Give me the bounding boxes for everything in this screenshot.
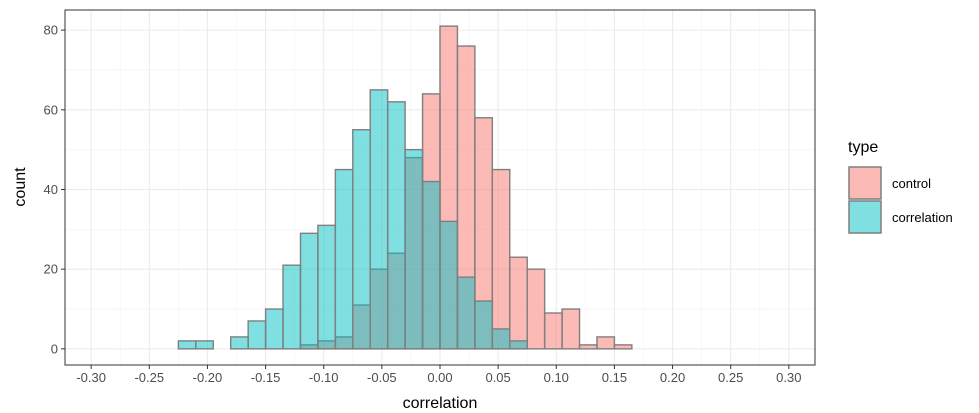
x-tick-label: 0.15	[602, 370, 627, 385]
bar-control	[596, 336, 616, 350]
bar-control	[543, 312, 563, 350]
x-tick-label: -0.25	[134, 370, 164, 385]
bar-control	[561, 308, 581, 350]
bar-correlation	[439, 220, 459, 350]
bar-control	[578, 344, 598, 350]
x-axis-ticks: -0.30 -0.25 -0.20 -0.15 -0.10 -0.05 0.00 0.05 0.…	[76, 365, 801, 385]
bar-correlation	[317, 224, 337, 350]
legend: type control correlation	[848, 139, 953, 234]
bar-control	[613, 344, 633, 350]
x-tick-label: 0.05	[485, 370, 510, 385]
bar-correlation	[247, 320, 267, 350]
bar-correlation	[456, 276, 476, 350]
x-tick-label: -0.20	[193, 370, 223, 385]
correlation-bars	[177, 89, 528, 350]
y-tick-label: 20	[44, 262, 58, 277]
bar-control	[491, 168, 511, 350]
legend-key-correlation	[848, 200, 882, 234]
x-tick-label: -0.30	[76, 370, 106, 385]
legend-item-correlation: correlation	[848, 200, 953, 234]
bar-correlation	[386, 101, 406, 350]
legend-label-correlation: correlation	[892, 210, 953, 225]
bar-correlation	[369, 89, 389, 350]
x-tick-label: 0.20	[660, 370, 685, 385]
bar-control	[509, 256, 528, 350]
x-tick-label: 0.00	[427, 370, 452, 385]
x-tick-label: -0.05	[367, 370, 397, 385]
bar-correlation	[177, 340, 197, 350]
x-axis-title: correlation	[403, 395, 478, 412]
legend-key-control	[848, 166, 882, 200]
x-tick-label: 0.30	[776, 370, 801, 385]
y-tick-label: 80	[44, 23, 58, 38]
bar-correlation	[264, 308, 284, 350]
x-tick-label: 0.25	[718, 370, 743, 385]
bar-correlation	[474, 300, 494, 350]
bar-correlation	[421, 180, 441, 350]
bar-correlation	[299, 232, 319, 350]
legend-label-control: control	[892, 176, 931, 191]
bar-control	[526, 268, 546, 350]
bar-correlation	[352, 129, 371, 350]
x-tick-label: -0.10	[309, 370, 339, 385]
x-tick-label: 0.10	[544, 370, 569, 385]
bar-correlation	[229, 336, 249, 350]
bar-correlation	[509, 340, 528, 350]
legend-item-control: control	[848, 166, 931, 200]
y-tick-label: 40	[44, 182, 58, 197]
legend-title: type	[848, 139, 878, 156]
bar-correlation	[334, 168, 354, 350]
y-tick-label: 0	[51, 341, 58, 356]
bar-correlation	[404, 148, 424, 350]
y-tick-label: 60	[44, 102, 58, 117]
y-axis-title: count	[12, 167, 29, 207]
bar-correlation	[491, 328, 511, 350]
bar-correlation	[282, 264, 302, 350]
y-axis-ticks: 0 20 40 60 80	[44, 23, 65, 356]
x-tick-label: -0.15	[251, 370, 281, 385]
bar-correlation	[195, 340, 214, 350]
